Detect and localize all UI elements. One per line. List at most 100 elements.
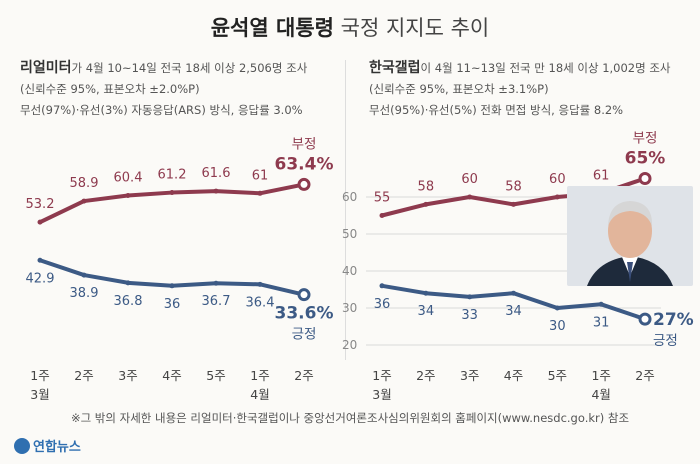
- left-negative-data-label: 58.9: [70, 176, 99, 191]
- left-info-line1: 가 4월 10~14일 전국 18세 이상 2,506명 조사: [71, 61, 308, 75]
- left-x-tick-label: 5주: [206, 368, 225, 383]
- right-negative-point: [554, 194, 560, 200]
- left-negative-data-label: 53.2: [26, 197, 55, 212]
- left-negative-point: [81, 198, 87, 204]
- right-source: 한국갤럽: [369, 60, 421, 76]
- right-x-tick-label: 4월: [591, 387, 610, 402]
- left-negative-point: [125, 193, 131, 199]
- left-positive-last-label: 33.6%: [275, 304, 334, 324]
- left-x-tick-label: 1주: [250, 368, 269, 383]
- right-negative-series-name: 부정: [633, 131, 658, 147]
- left-x-tick-label: 2주: [74, 368, 93, 383]
- right-negative-data-label: 55: [374, 191, 391, 206]
- left-negative-point: [169, 190, 175, 196]
- right-info-line2: (신뢰수준 95%, 표본오차 ±3.1%P): [369, 82, 549, 96]
- right-positive-point: [638, 312, 652, 326]
- left-info-line2: (신뢰수준 95%, 표본오차 ±2.0%P): [20, 82, 200, 96]
- left-positive-data-label: 42.9: [26, 271, 55, 286]
- right-positive-data-label: 31: [593, 315, 610, 330]
- right-y-tick-label: 20: [342, 338, 357, 352]
- right-positive-data-label: 30: [549, 319, 566, 334]
- right-x-tick-label: 3월: [372, 387, 391, 402]
- page-title: 윤석열 대통령 국정 지지도 추이: [0, 12, 700, 42]
- right-positive-last-label: 27%: [653, 310, 694, 330]
- right-positive-point: [554, 305, 560, 311]
- right-info-line1: 이 4월 11~13일 전국 만 18세 이상 1,002명 조사: [420, 61, 671, 75]
- left-x-tick-label: 2주: [294, 368, 313, 383]
- right-y-tick-label: 50: [342, 227, 357, 241]
- left-positive-series-name: 긍정: [292, 327, 317, 343]
- right-negative-data-label: 61: [593, 168, 610, 183]
- panel-divider: [345, 60, 346, 360]
- right-positive-data-label: 33: [461, 308, 478, 323]
- right-positive-data-label: 34: [505, 304, 522, 319]
- logo-text: 연합뉴스: [33, 440, 81, 455]
- right-negative-point: [467, 194, 473, 200]
- left-positive-data-label: 38.9: [70, 286, 99, 301]
- right-x-tick-label: 3주: [460, 368, 479, 383]
- right-survey-info: 한국갤럽이 4월 11~13일 전국 만 18세 이상 1,002명 조사 (신…: [369, 58, 671, 121]
- right-negative-point: [379, 213, 385, 218]
- left-negative-data-label: 60.4: [114, 171, 143, 186]
- president-photo: [567, 186, 693, 286]
- right-x-tick-label: 2주: [635, 368, 654, 383]
- left-negative-point: [213, 188, 219, 194]
- left-positive-data-label: 36: [164, 297, 181, 312]
- right-positive-data-label: 36: [374, 297, 391, 312]
- right-negative-data-label: 58: [418, 179, 435, 194]
- yonhap-logo: 연합뉴스: [14, 436, 81, 455]
- left-negative-last-label: 63.4%: [275, 154, 334, 174]
- right-negative-point: [423, 201, 429, 207]
- left-positive-data-label: 36.8: [114, 294, 143, 309]
- right-y-tick-label: 30: [342, 301, 357, 315]
- left-positive-point: [81, 272, 87, 278]
- left-positive-data-label: 36.4: [246, 295, 275, 310]
- right-x-tick-label: 2주: [416, 368, 435, 383]
- right-positive-point: [379, 283, 385, 289]
- right-x-tick-label: 1주: [372, 368, 391, 383]
- right-positive-data-label: 34: [418, 304, 435, 319]
- footnote: ※그 밖의 자세한 내용은 리얼미터·한국갤럽이나 중앙선거여론조사심의위원회의…: [70, 411, 630, 425]
- left-survey-info: 리얼미터가 4월 10~14일 전국 18세 이상 2,506명 조사 (신뢰수…: [20, 58, 307, 121]
- right-negative-point: [511, 201, 516, 207]
- left-x-tick-label: 3월: [30, 387, 49, 402]
- right-positive-point: [598, 301, 604, 307]
- left-negative-point: [37, 219, 43, 225]
- left-positive-point: [257, 281, 263, 287]
- right-positive-point: [511, 290, 516, 296]
- right-negative-data-label: 60: [461, 172, 478, 187]
- left-positive-point: [37, 257, 43, 263]
- left-positive-point: [297, 288, 311, 302]
- left-positive-point: [125, 280, 131, 286]
- left-positive-data-label: 36.7: [202, 294, 231, 309]
- right-y-tick-label: 40: [342, 264, 357, 278]
- right-positive-point: [467, 294, 473, 300]
- left-negative-data-label: 61.6: [202, 166, 231, 181]
- logo-mark-icon: [14, 437, 30, 454]
- title-rest: 국정 지지도 추이: [340, 16, 490, 40]
- left-source: 리얼미터: [20, 60, 72, 76]
- right-x-tick-label: 4주: [504, 368, 523, 383]
- right-negative-data-label: 60: [549, 172, 566, 187]
- left-negative-point: [257, 190, 263, 196]
- left-positive-point: [213, 280, 219, 286]
- left-negative-series-name: 부정: [292, 136, 317, 152]
- right-negative-data-label: 58: [505, 179, 522, 194]
- left-negative-data-label: 61: [252, 168, 269, 183]
- right-negative-last-label: 65%: [625, 149, 666, 169]
- right-positive-series-name: 긍정: [653, 333, 678, 349]
- left-positive-point: [169, 283, 175, 289]
- right-info-line3: 무선(95%)·유선(5%) 전화 면접 방식, 응답률 8.2%: [369, 103, 624, 117]
- left-x-tick-label: 4월: [250, 387, 269, 402]
- right-x-tick-label: 5주: [548, 368, 567, 383]
- right-x-tick-label: 1주: [591, 368, 610, 383]
- title-bold: 윤석열 대통령: [210, 16, 334, 40]
- right-positive-point: [423, 290, 429, 296]
- left-negative-point: [297, 177, 311, 191]
- left-x-tick-label: 1주: [30, 368, 49, 383]
- right-y-tick-label: 60: [342, 190, 357, 204]
- left-info-line3: 무선(97%)·유선(3%) 자동응답(ARS) 방식, 응답률 3.0%: [20, 103, 303, 117]
- right-negative-point: [638, 172, 652, 185]
